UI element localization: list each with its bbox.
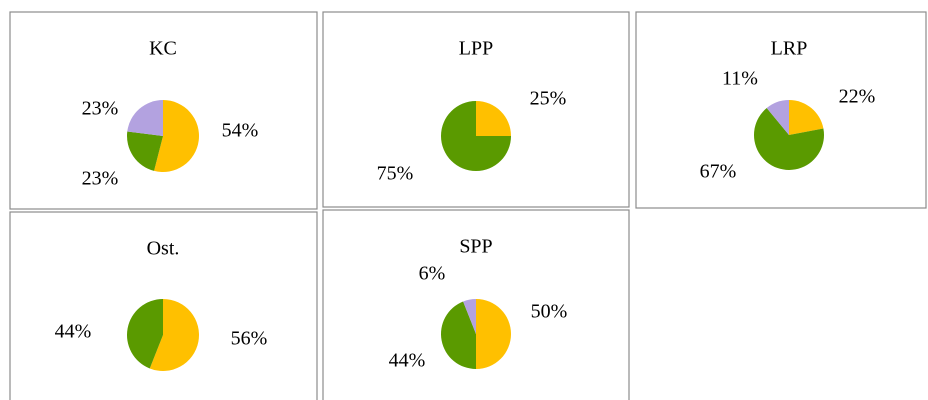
pie-slice (754, 108, 824, 171)
data-label: 23% (82, 98, 119, 120)
pie-slice (766, 100, 789, 135)
pie-slice (127, 131, 163, 171)
pie-slice (154, 100, 200, 172)
data-label: 22% (839, 86, 876, 108)
pie-slice (441, 301, 476, 369)
pie-slice (441, 101, 511, 171)
data-label: 25% (530, 88, 567, 110)
pie-slice (127, 100, 163, 136)
pie-slice (476, 101, 511, 136)
chart-title: LPP (459, 38, 493, 60)
data-label: 67% (700, 161, 737, 183)
chart-title: LRP (771, 38, 808, 60)
data-label: 75% (377, 163, 414, 185)
chart-title: SPP (459, 236, 492, 258)
data-label: 44% (55, 321, 92, 343)
data-label: 56% (231, 328, 268, 350)
data-label: 23% (82, 168, 119, 190)
pie-slice (149, 299, 199, 371)
data-label: 50% (531, 301, 568, 323)
chart-title: KC (149, 38, 177, 60)
pie-slice (789, 100, 824, 135)
pie-slice (126, 299, 163, 369)
data-label: 11% (722, 68, 758, 90)
data-label: 44% (389, 350, 426, 372)
pie-slice (476, 299, 511, 369)
data-label: 6% (419, 263, 446, 285)
chart-title: Ost. (147, 238, 180, 260)
pie-slice (463, 299, 476, 334)
data-label: 54% (222, 120, 259, 142)
